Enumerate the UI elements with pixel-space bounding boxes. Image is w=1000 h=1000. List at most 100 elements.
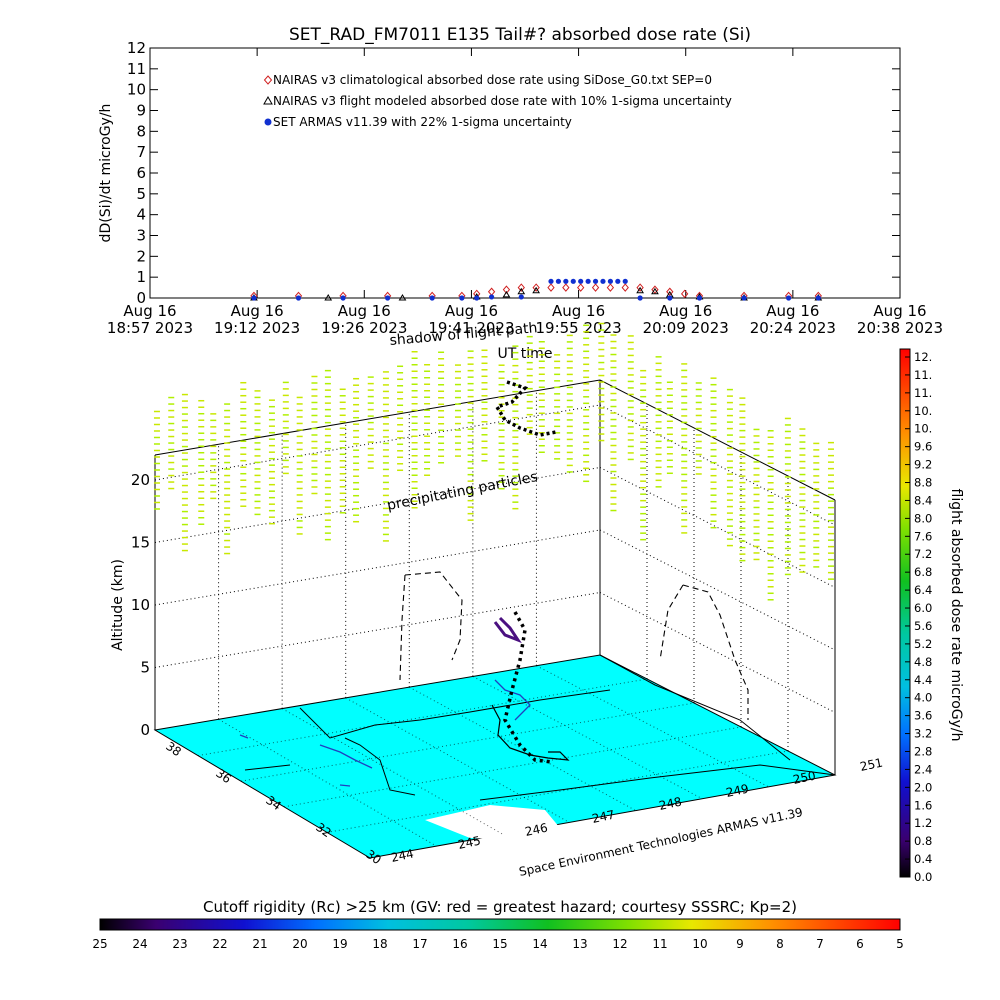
x-tick-label-bottom: 19:41 2023 — [428, 319, 514, 337]
series-point — [666, 287, 674, 297]
rigidity-tick-label: 16 — [452, 937, 467, 951]
cb-tick-label: 2.4 — [914, 762, 932, 776]
rigidity-tick-label: 12 — [612, 937, 627, 951]
rigidity-tick-label: 18 — [372, 937, 387, 951]
series-point — [577, 283, 585, 292]
grid-line — [154, 404, 601, 481]
lon-tick-label: 251 — [859, 755, 884, 773]
lon-tick-label: 245 — [457, 833, 482, 851]
series-point — [563, 278, 569, 284]
back-wall-top — [154, 379, 601, 456]
grid-line — [472, 675, 703, 800]
cb-tick-label: 7.6 — [914, 529, 932, 543]
y-axis-label: dD(Si)/dt microGy/h — [98, 104, 114, 243]
x-tick-label-bottom: 20:09 2023 — [643, 319, 729, 337]
y-tick-label: 5 — [136, 185, 146, 203]
cb-tick-label: 4.8 — [914, 655, 932, 669]
legend: NAIRAS v3 climatological absorbed dose r… — [263, 73, 732, 129]
series-point — [502, 285, 511, 294]
top-series — [250, 278, 823, 301]
series-point — [636, 283, 644, 292]
rigidity-tick-label: 5 — [896, 937, 904, 951]
cb-tick-label: 3.6 — [914, 709, 932, 723]
cb-tick-label: 8.4 — [914, 493, 932, 507]
rigidity-tick-label: 15 — [492, 937, 507, 951]
x-tick-label-bottom: 20:38 2023 — [857, 319, 943, 337]
precipitating-particles-label: precipitating particles — [386, 469, 539, 514]
y-tick-label: 7 — [136, 143, 146, 161]
series-point — [607, 278, 613, 284]
z-tick-label: 0 — [140, 721, 150, 739]
cb-tick-label: 12. — [914, 350, 932, 364]
series-point — [459, 295, 465, 301]
series-point — [651, 287, 659, 295]
y-tick-label: 12 — [127, 39, 146, 57]
series-point — [487, 287, 496, 297]
lon-tick-label: 246 — [524, 820, 549, 838]
series-point — [398, 294, 407, 301]
series-point — [741, 295, 747, 301]
x-tick-label-bottom: 19:12 2023 — [214, 319, 300, 337]
cb-tick-label: 9.2 — [914, 458, 932, 472]
precipitating-particles — [153, 322, 834, 601]
x-tick-label-top: Aug 16 — [766, 302, 819, 320]
legend-entry: SET ARMAS v11.39 with 22% 1-sigma uncert… — [273, 115, 572, 129]
series-point — [385, 295, 391, 301]
grid-line — [154, 467, 601, 543]
rigidity-tick-label: 13 — [572, 937, 587, 951]
series-point — [592, 278, 599, 284]
series-point — [585, 278, 591, 284]
cb-tick-label: 5.2 — [914, 637, 932, 651]
dose-colorbar-label: flight absorbed dose rate microGy/h — [948, 489, 964, 742]
series-point — [518, 294, 524, 300]
cb-tick-label: 11. — [914, 386, 932, 400]
lon-tick-label: 247 — [591, 807, 616, 825]
rigidity-contour — [339, 784, 351, 787]
cb-tick-label: 5.6 — [914, 619, 932, 633]
x-tick-label-top: Aug 16 — [659, 302, 712, 320]
rigidity-contour — [239, 734, 249, 739]
legend-marker — [264, 118, 272, 126]
z-tick-label: 20 — [131, 471, 150, 489]
3d-grid — [154, 390, 836, 847]
series-point — [474, 295, 480, 301]
x-tick-label-top: Aug 16 — [231, 302, 284, 320]
rigidity-tick-label: 8 — [776, 937, 784, 951]
cb-tick-label: 1.2 — [914, 816, 932, 830]
side-wall-top — [599, 379, 836, 501]
state-boundary — [344, 737, 416, 796]
state-boundary — [244, 764, 291, 771]
series-point — [680, 289, 689, 299]
lon-tick-label: 244 — [390, 846, 415, 864]
rigidity-tick-label: 17 — [412, 937, 427, 951]
rigidity-tick-label: 6 — [856, 937, 864, 951]
series-point — [517, 287, 526, 295]
rigidity-tick-label: 10 — [692, 937, 707, 951]
y-tick-label: 8 — [136, 122, 146, 140]
grid-line — [409, 686, 636, 812]
cb-tick-label: 10. — [914, 404, 932, 418]
series-point — [667, 295, 673, 301]
grid-line — [154, 529, 601, 606]
cb-tick-label: 6.8 — [914, 565, 932, 579]
flight-shadow-back — [399, 574, 406, 681]
series-point — [578, 278, 584, 284]
y-tick-label: 2 — [136, 247, 146, 265]
lon-tick-label: 250 — [792, 768, 817, 786]
3d-view: precipitating particles shadow of flight… — [110, 320, 884, 879]
series-point — [621, 283, 629, 292]
cb-tick-label: 11. — [914, 368, 932, 382]
series-point — [517, 283, 525, 292]
y-tick-label: 11 — [127, 60, 146, 78]
y-tick-label: 3 — [136, 227, 146, 245]
grid-line — [154, 592, 601, 668]
series-point — [615, 278, 621, 284]
series-point — [786, 295, 792, 301]
series-point — [622, 278, 628, 284]
series-point — [696, 295, 703, 301]
flight-shadow-side — [659, 584, 684, 661]
white-lake — [425, 805, 560, 840]
state-boundary — [299, 689, 611, 739]
series-point — [570, 278, 576, 284]
rigidity-tick-label: 19 — [332, 937, 347, 951]
